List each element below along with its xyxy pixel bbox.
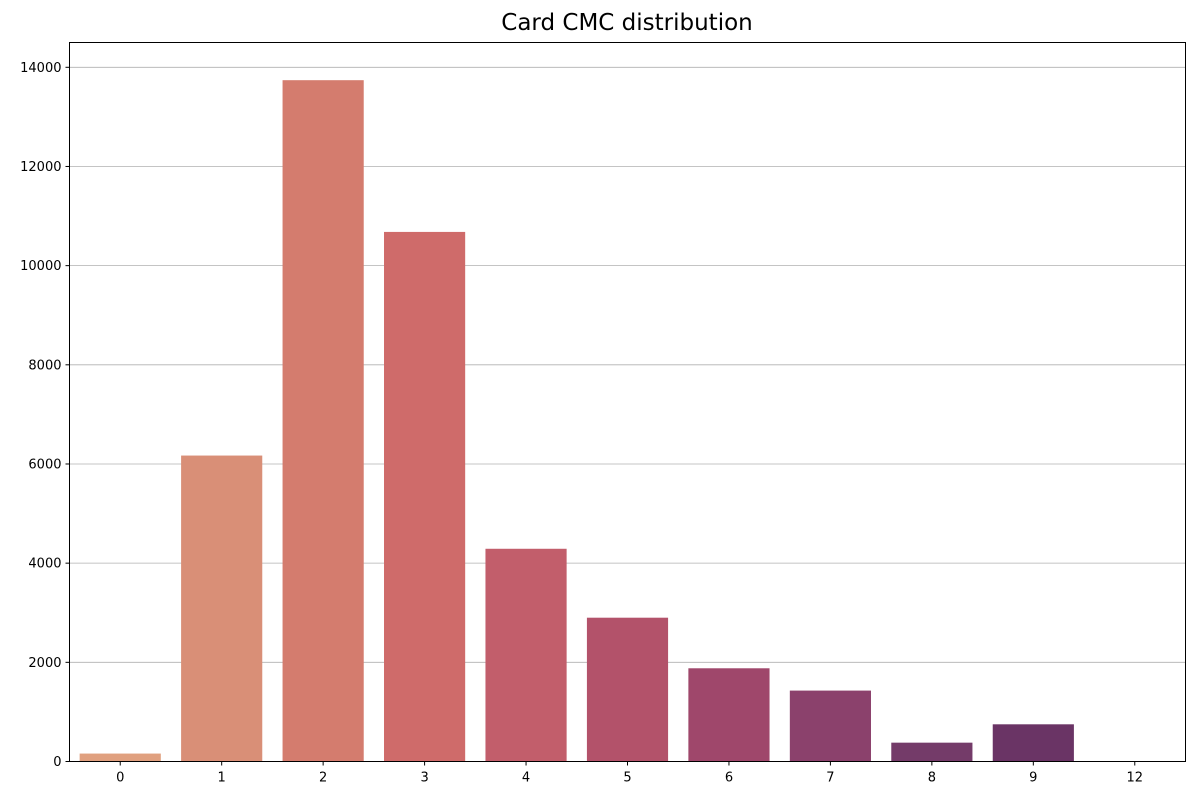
x-tick-label: 1	[218, 771, 226, 786]
x-tick-label: 2	[319, 771, 327, 786]
bar-0	[79, 753, 161, 762]
x-tick-label: 12	[1126, 771, 1143, 786]
x-tick-label: 3	[420, 771, 428, 786]
bar-7	[789, 690, 871, 762]
bar-3	[384, 231, 466, 762]
y-tick-label: 4000	[28, 557, 61, 572]
bar-4	[485, 548, 567, 762]
bar-1	[181, 455, 263, 762]
bars-layer	[79, 80, 1176, 762]
bar-2	[282, 80, 364, 762]
y-tick-label: 2000	[28, 656, 61, 671]
x-tick-label: 4	[522, 771, 530, 786]
x-tick-label: 8	[928, 771, 936, 786]
chart-title: Card CMC distribution	[501, 10, 753, 36]
x-tick-label: 9	[1029, 771, 1037, 786]
y-tick-label: 14000	[20, 61, 61, 76]
y-tick-label: 12000	[20, 160, 61, 175]
bar-5	[586, 617, 669, 762]
x-tick-label: 0	[116, 771, 124, 786]
bar-6	[688, 668, 770, 762]
x-tick-label: 6	[725, 771, 733, 786]
x-tick-label: 7	[826, 771, 834, 786]
x-tick-label: 5	[623, 771, 631, 786]
y-tick-label: 10000	[20, 259, 61, 274]
x-axis: 0 1 2 3 4 5 6 7 8 9 12	[116, 761, 1143, 786]
y-tick-label: 8000	[28, 358, 61, 373]
y-tick-label: 6000	[28, 457, 61, 472]
bar-8	[891, 742, 973, 762]
y-tick-label: 0	[53, 755, 61, 770]
bar-9	[992, 724, 1074, 762]
y-axis: 0 2000 4000 6000 8000 10000 12000 14000	[20, 61, 70, 770]
